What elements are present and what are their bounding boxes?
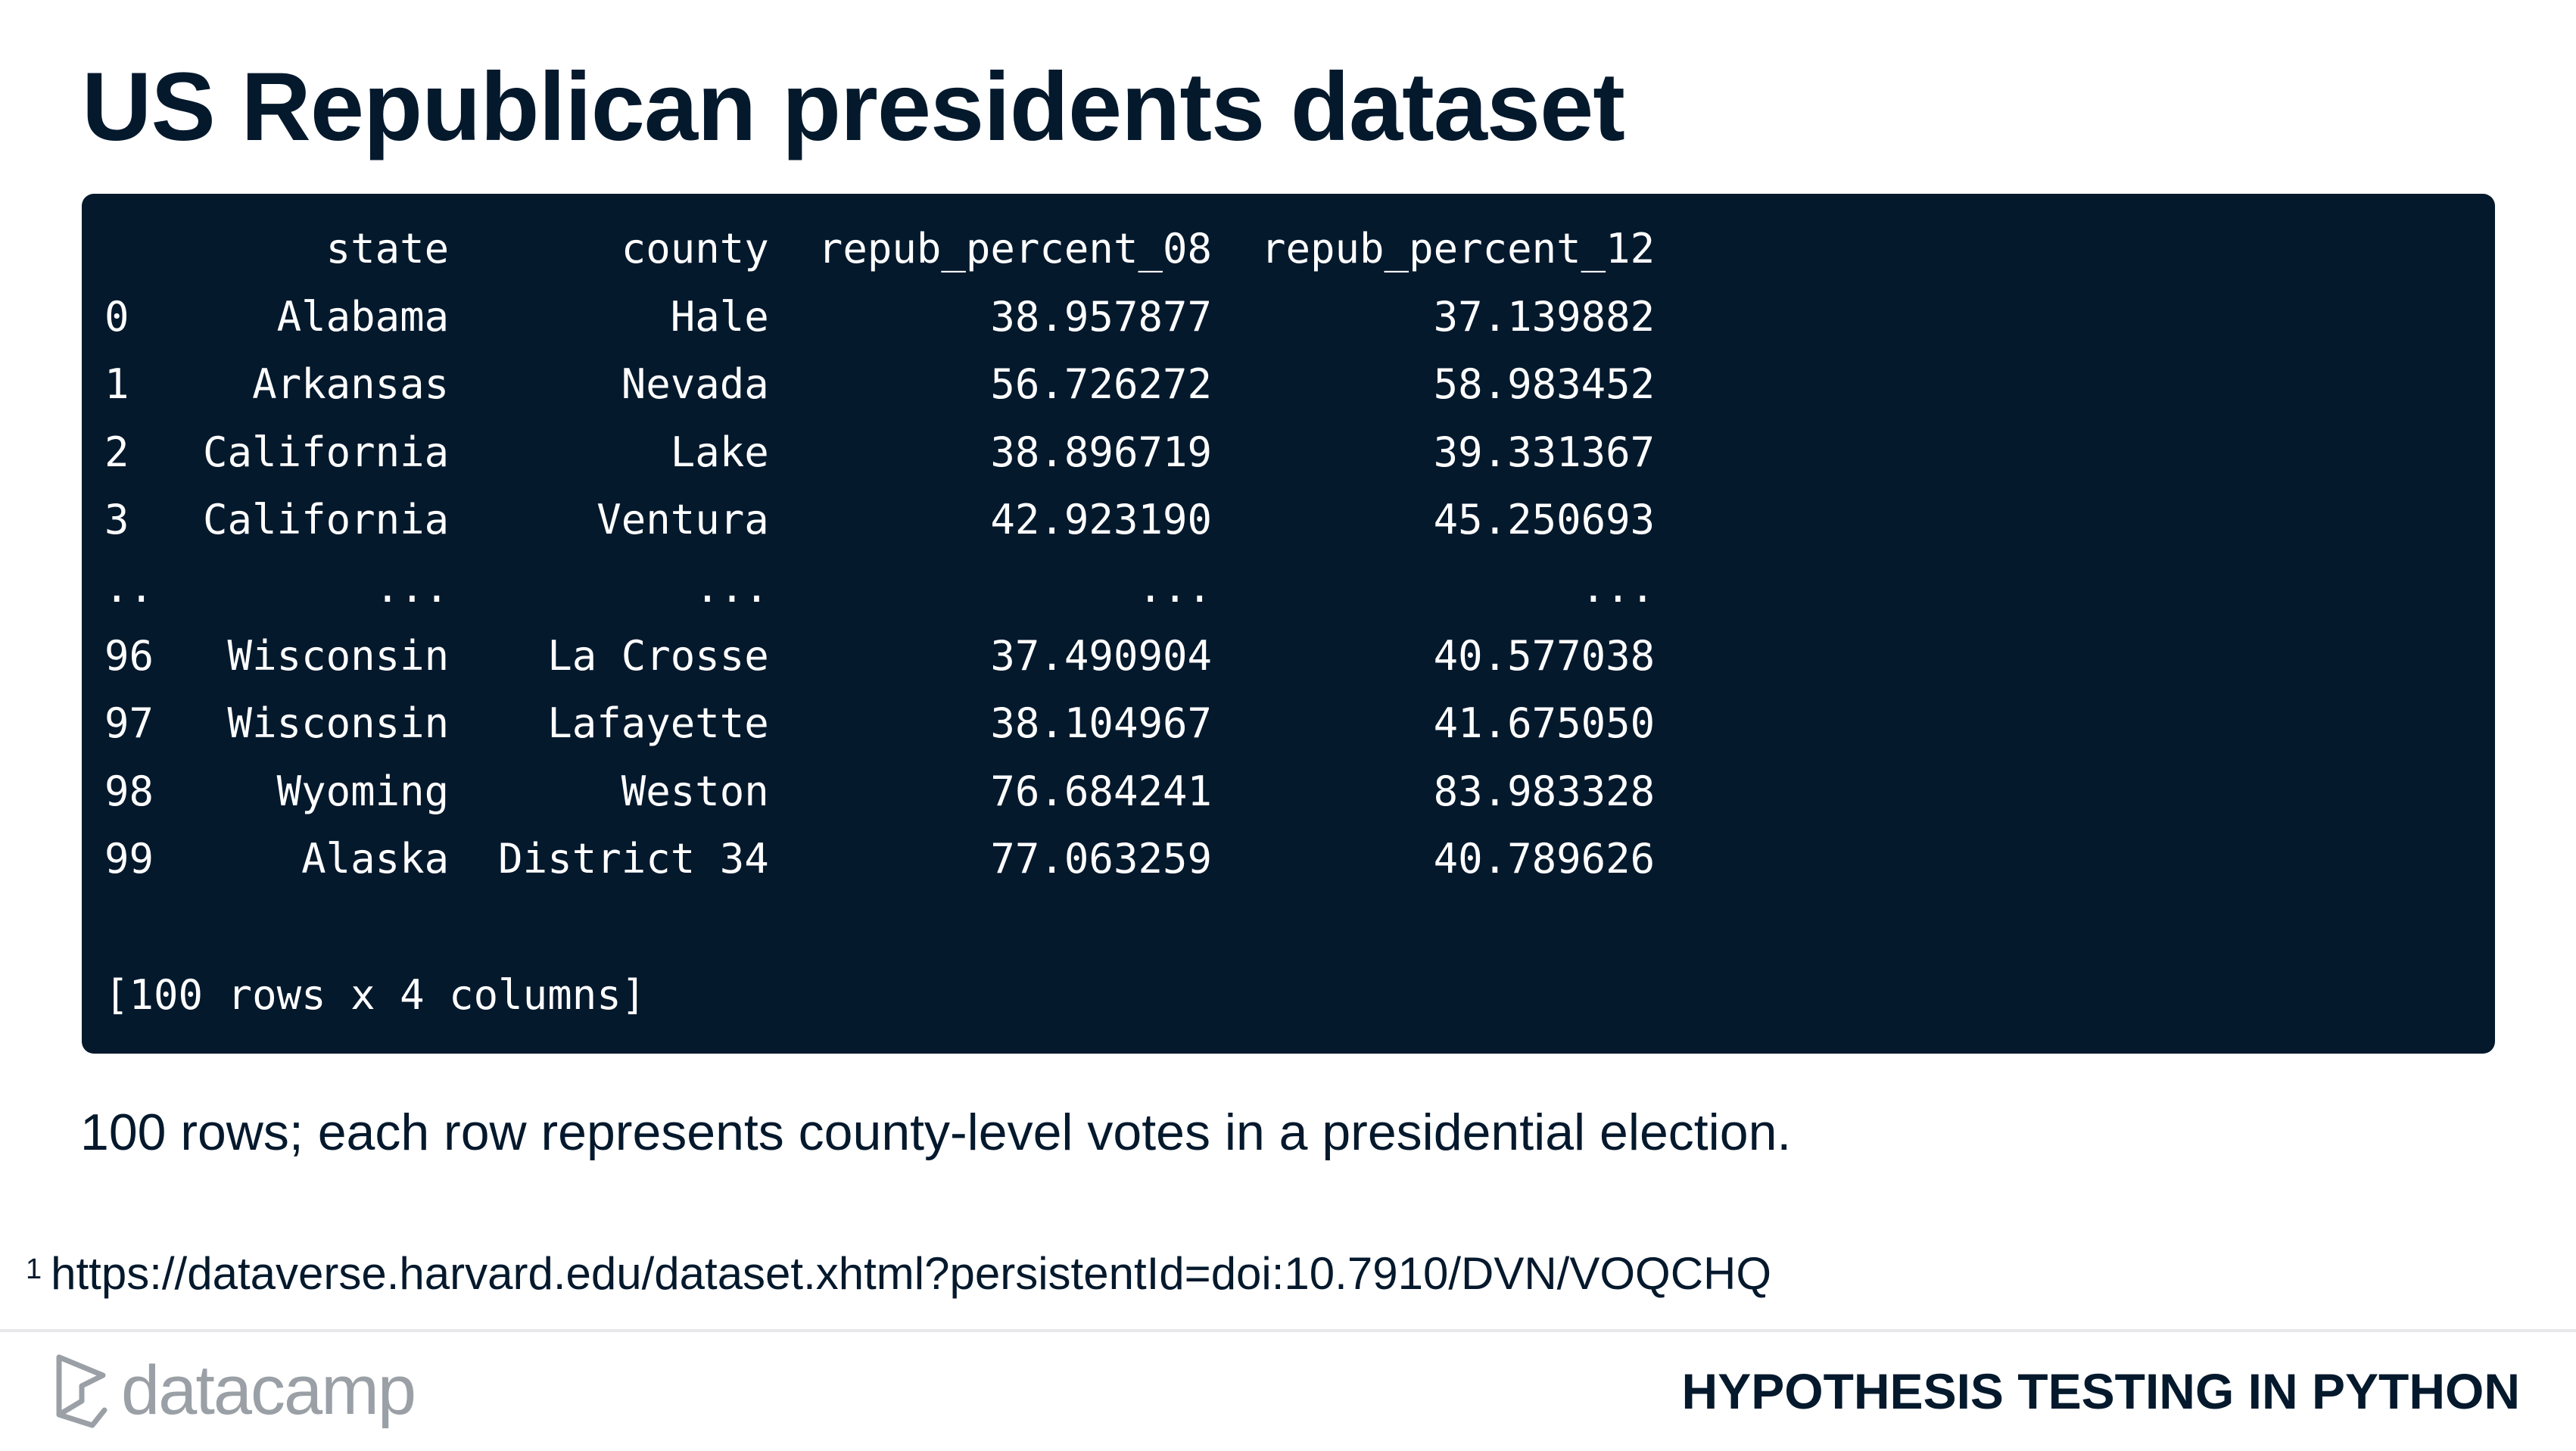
- table-row: 2 California Lake 38.896719 39.331367: [104, 428, 1656, 476]
- table-row: 99 Alaska District 34 77.063259 40.78962…: [104, 835, 1656, 883]
- datacamp-logo: datacamp: [53, 1349, 416, 1432]
- dataframe-output: state county repub_percent_08 repub_perc…: [104, 215, 1655, 1029]
- datacamp-logo-icon: [56, 1354, 107, 1428]
- table-header-row: state county repub_percent_08 repub_perc…: [104, 225, 1656, 272]
- footer-divider: [0, 1329, 2576, 1332]
- table-row: 96 Wisconsin La Crosse 37.490904 40.5770…: [104, 631, 1656, 680]
- footnote: 1 https://dataverse.harvard.edu/dataset.x…: [26, 1240, 1771, 1308]
- brand-name: datacamp: [121, 1352, 416, 1429]
- table-row: 97 Wisconsin Lafayette 38.104967 41.6750…: [104, 699, 1656, 748]
- table-ellipsis-row: .. ... ... ... ...: [104, 563, 1656, 612]
- blank-line: [104, 893, 1655, 961]
- footnote-marker: 1: [26, 1253, 42, 1285]
- dataset-description: 100 rows; each row represents county-lev…: [80, 1104, 1792, 1161]
- course-title: HYPOTHESIS TESTING IN PYTHON: [1681, 1363, 2520, 1419]
- code-output-panel: state county repub_percent_08 repub_perc…: [82, 194, 2495, 1054]
- table-row: 98 Wyoming Weston 76.684241 83.983328: [104, 767, 1656, 815]
- table-shape-summary: [100 rows x 4 columns]: [104, 970, 646, 1019]
- slide-title: US Republican presidents dataset: [82, 53, 1625, 161]
- table-row: 3 California Ventura 42.923190 45.250693: [104, 496, 1656, 544]
- source-link[interactable]: https://dataverse.harvard.edu/dataset.xh…: [51, 1248, 1772, 1299]
- table-row: 1 Arkansas Nevada 56.726272 58.983452: [104, 360, 1656, 409]
- table-row: 0 Alabama Hale 38.957877 37.139882: [104, 292, 1656, 341]
